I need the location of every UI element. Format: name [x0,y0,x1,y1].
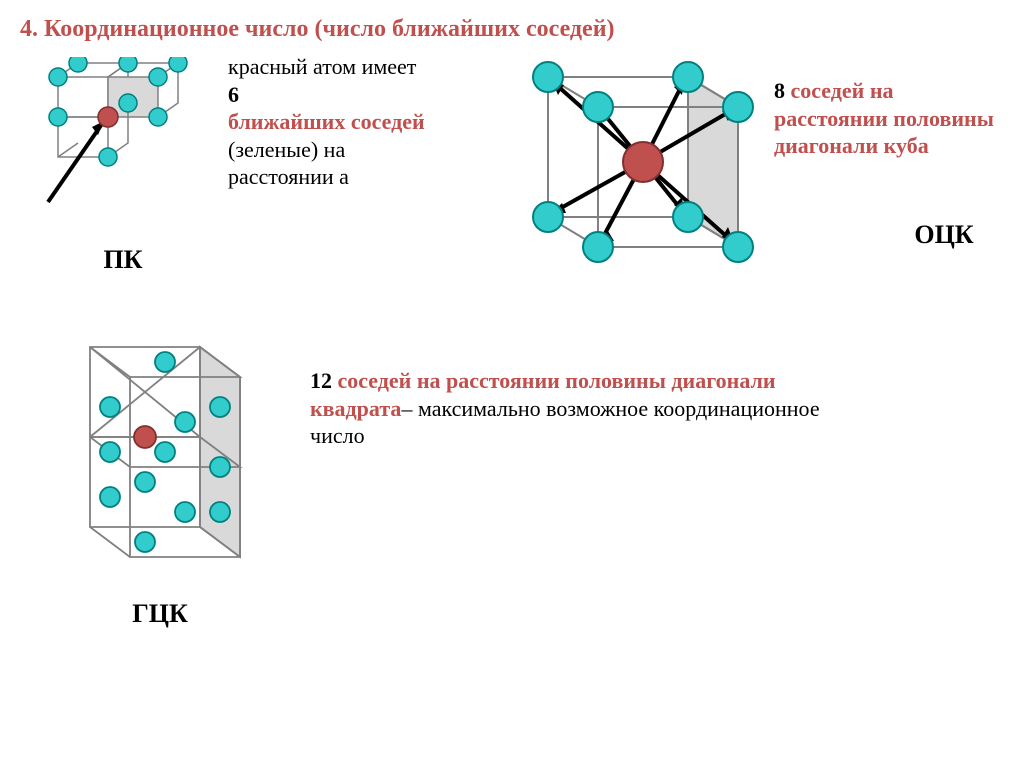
fcc-description: 12 соседей на расстоянии половины диагон… [310,367,830,450]
bcc-diagram [488,37,768,297]
pk-num: 6 [228,82,239,107]
pk-block: ПК [28,57,218,275]
bcc-label: ОЦК [894,220,994,250]
bcc-num: 8 [774,78,785,103]
pk-highlight: ближайших соседей [228,109,425,134]
pk-text-pre: красный атом имеет [228,54,416,79]
pk-description: красный атом имеет 6 ближайших соседей (… [228,53,428,191]
fcc-num: 12 [310,368,332,393]
pk-a: a [339,164,349,189]
pk-paren: (зеленые) на расстоянии [228,137,345,190]
bcc-highlight: соседей на расстоянии половины диагонали… [774,78,994,158]
pk-diagram [28,57,218,237]
bcc-description: 8 соседей на расстоянии половины диагона… [774,77,994,160]
pk-label: ПК [28,245,218,275]
fcc-label: ГЦК [50,599,270,629]
fcc-diagram [50,327,270,587]
fcc-block: ГЦК [50,327,270,629]
